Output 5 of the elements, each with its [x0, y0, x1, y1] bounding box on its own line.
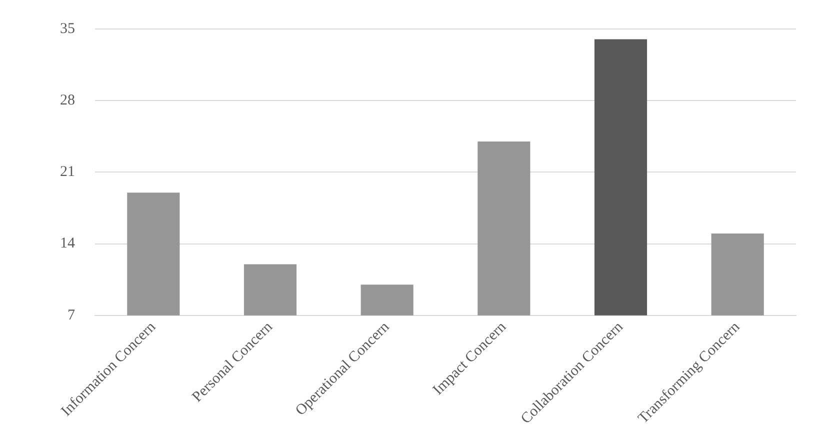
y-tick-label: 35 — [60, 20, 75, 37]
y-tick-label: 14 — [60, 236, 76, 252]
y-tick-label: 28 — [60, 92, 75, 109]
y-tick-label: 21 — [60, 164, 75, 180]
y-tick-label: 7 — [68, 307, 76, 324]
